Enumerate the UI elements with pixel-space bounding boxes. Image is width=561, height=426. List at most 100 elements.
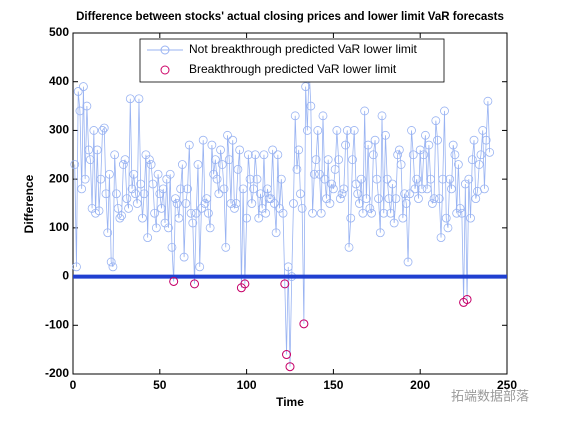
point	[94, 206, 104, 216]
point	[292, 164, 302, 174]
point	[108, 262, 118, 272]
point	[414, 194, 423, 204]
point	[379, 208, 389, 218]
point	[301, 82, 311, 91]
point	[233, 164, 243, 174]
point	[73, 87, 83, 96]
point	[200, 199, 210, 208]
point	[453, 160, 463, 169]
point	[452, 208, 462, 218]
point	[84, 145, 94, 155]
breakthrough-point	[462, 294, 472, 304]
point	[356, 174, 366, 184]
point	[323, 155, 333, 165]
point	[315, 169, 324, 179]
point	[467, 155, 477, 165]
point	[447, 184, 456, 194]
point	[113, 203, 123, 213]
point	[410, 184, 420, 194]
point	[474, 160, 484, 169]
point	[250, 150, 260, 160]
point	[252, 174, 262, 184]
point	[481, 135, 491, 145]
point	[419, 150, 429, 160]
point	[445, 174, 455, 184]
point	[391, 194, 401, 204]
point	[328, 184, 338, 194]
point	[386, 208, 396, 218]
point	[127, 184, 137, 194]
point	[238, 184, 248, 194]
x-tick-label: 0	[70, 378, 77, 392]
point	[146, 160, 156, 169]
point	[110, 150, 120, 160]
y-tick-label: -100	[45, 317, 69, 331]
legend	[139, 38, 445, 83]
point	[96, 174, 106, 184]
point	[243, 150, 253, 160]
point	[436, 233, 446, 243]
point	[443, 223, 453, 233]
point	[141, 150, 151, 160]
point	[322, 194, 331, 204]
point	[381, 130, 390, 140]
point	[122, 194, 132, 204]
point	[273, 150, 283, 160]
point	[388, 179, 397, 189]
point	[231, 199, 241, 208]
point	[254, 213, 264, 223]
point	[396, 160, 406, 169]
breakthrough-point	[190, 279, 200, 289]
point	[332, 126, 342, 135]
point	[82, 101, 92, 111]
point	[337, 189, 347, 199]
point	[151, 223, 161, 233]
point	[434, 194, 444, 204]
point	[318, 111, 328, 121]
point	[393, 150, 403, 160]
point	[204, 208, 213, 218]
point	[157, 203, 166, 213]
legend-label: Not breakthrough predicted VaR lower lim…	[189, 42, 418, 56]
point	[339, 184, 349, 194]
point	[207, 140, 217, 150]
point	[257, 203, 267, 213]
breakthrough-point	[169, 276, 179, 286]
point	[408, 150, 418, 160]
point	[457, 208, 467, 218]
point	[99, 123, 109, 133]
x-tick-label: 250	[497, 378, 517, 392]
point	[155, 189, 165, 199]
y-tick-label: 0	[62, 269, 69, 283]
point	[148, 179, 158, 189]
point	[165, 169, 175, 179]
point	[421, 130, 430, 140]
point	[184, 140, 194, 150]
point	[478, 126, 488, 135]
point	[235, 145, 245, 155]
point	[92, 145, 102, 155]
point	[471, 194, 481, 204]
point	[296, 189, 305, 199]
y-tick-label: 100	[49, 220, 69, 234]
legend-label: Breakthrough predicted VaR lower limit	[189, 62, 397, 76]
point	[85, 155, 95, 165]
point	[118, 160, 128, 169]
x-tick-label: 50	[153, 378, 167, 392]
legend-marker	[160, 45, 170, 55]
point	[188, 218, 198, 228]
point	[398, 213, 408, 223]
point	[268, 145, 278, 155]
point	[283, 262, 293, 272]
point	[412, 174, 422, 184]
point	[313, 126, 323, 135]
point	[80, 174, 90, 184]
x-tick-label: 200	[410, 378, 430, 392]
point	[330, 164, 340, 174]
point	[219, 184, 229, 194]
point	[320, 174, 330, 184]
point	[335, 194, 345, 204]
point	[469, 135, 479, 145]
plot-area	[72, 32, 508, 375]
